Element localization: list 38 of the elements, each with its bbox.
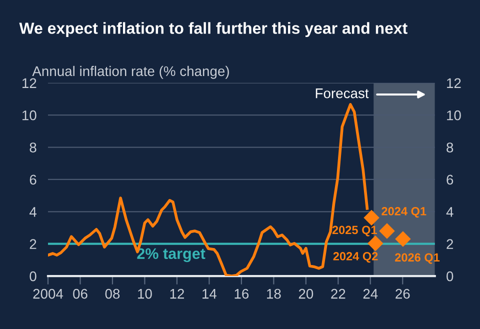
y2-tick-label: 2 <box>446 239 454 249</box>
x-tick-label: 2004 <box>33 288 64 299</box>
point <box>379 223 395 239</box>
x-tick-label: 06 <box>73 288 88 299</box>
x-tick-label: 26 <box>396 288 410 299</box>
point <box>368 236 384 252</box>
x-tick-label: 16 <box>234 288 249 299</box>
annotation: 2024 Q2 <box>333 252 378 263</box>
y-tick-label: 4 <box>29 207 36 217</box>
y-tick-label: 8 <box>30 142 36 152</box>
x-tick-label: 22 <box>331 288 346 299</box>
y-axis-title: Annual inflation rate (% change) <box>32 66 229 79</box>
x-tick-label: 10 <box>138 288 152 299</box>
y-tick-label: 0 <box>30 271 36 282</box>
band-label: Forecast <box>316 88 369 98</box>
x-tick-label: 14 <box>202 289 217 299</box>
y2-tick-label: 10 <box>447 110 461 120</box>
x-tick-label: 18 <box>267 288 281 299</box>
y-tick-label: 12 <box>22 78 36 88</box>
y-tick-label: 6 <box>30 174 36 185</box>
annotation: 2024 Q1 <box>382 207 426 218</box>
x-tick-label: 08 <box>105 288 120 299</box>
x-tick-label: 24 <box>363 288 378 299</box>
annotation: 2026 Q1 <box>395 253 440 264</box>
x-tick-label: 20 <box>298 288 314 299</box>
y2-tick-label: 12 <box>447 78 461 88</box>
ref-line-label: 2% target <box>137 248 206 262</box>
chart-title: We expect inflation to fall further this year and next <box>19 22 408 38</box>
y2-tick-label: 8 <box>446 142 454 152</box>
point <box>395 231 411 247</box>
y2-tick-label: 4 <box>446 207 454 217</box>
y2-tick-label: 6 <box>446 174 454 185</box>
point <box>364 210 380 226</box>
y2-tick-label: 0 <box>446 271 454 282</box>
y-tick-label: 2 <box>30 239 36 249</box>
y-tick-label: 10 <box>22 110 36 120</box>
x-tick-label: 12 <box>170 288 184 299</box>
annotation: 2025 Q1 <box>332 226 377 236</box>
